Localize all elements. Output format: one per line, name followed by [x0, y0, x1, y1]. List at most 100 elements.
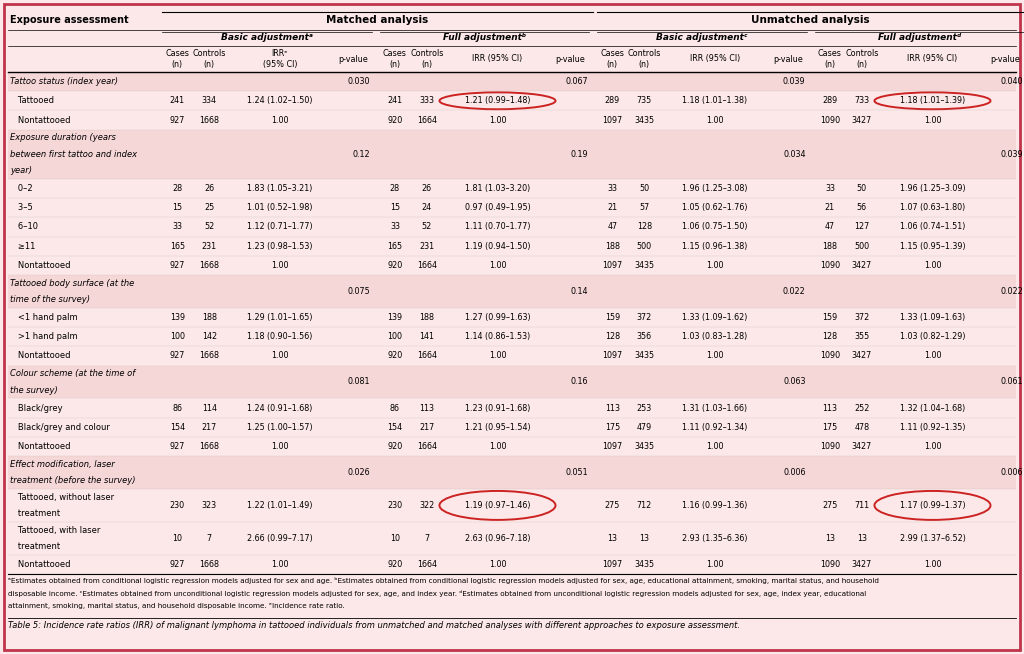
Text: 0.081: 0.081: [348, 377, 371, 387]
Text: 275: 275: [822, 501, 838, 510]
Text: 26: 26: [205, 184, 214, 193]
Text: 230: 230: [387, 501, 402, 510]
Text: 1.00: 1.00: [271, 116, 289, 124]
Text: 0.067: 0.067: [565, 77, 588, 86]
Text: 1.27 (0.99–1.63): 1.27 (0.99–1.63): [465, 313, 530, 322]
Text: 139: 139: [170, 313, 185, 322]
Text: 13: 13: [639, 534, 649, 543]
Text: ≥11: ≥11: [10, 242, 36, 250]
Text: 175: 175: [822, 422, 838, 432]
Text: 927: 927: [170, 560, 185, 569]
Text: 1.00: 1.00: [707, 560, 724, 569]
Text: 1.00: 1.00: [271, 442, 289, 451]
Text: Nontattooed: Nontattooed: [10, 261, 71, 270]
Bar: [8, 366, 1016, 398]
Text: 333: 333: [420, 96, 434, 105]
Text: Controls
(n): Controls (n): [193, 49, 226, 69]
Text: 322: 322: [419, 501, 434, 510]
Text: 1.00: 1.00: [488, 261, 506, 270]
Text: 25: 25: [205, 203, 215, 213]
Text: 241: 241: [387, 96, 402, 105]
Text: 920: 920: [387, 351, 402, 360]
Text: 1.11 (0.70–1.77): 1.11 (0.70–1.77): [465, 222, 530, 232]
Text: 1.05 (0.62–1.76): 1.05 (0.62–1.76): [682, 203, 748, 213]
Text: 7: 7: [424, 534, 429, 543]
Text: 0.16: 0.16: [570, 377, 588, 387]
Text: 1.00: 1.00: [924, 442, 941, 451]
Text: 1668: 1668: [200, 116, 219, 124]
Text: 13: 13: [607, 534, 617, 543]
Text: 28: 28: [172, 184, 182, 193]
Text: 1097: 1097: [602, 560, 623, 569]
Text: 1668: 1668: [200, 351, 219, 360]
Text: 1.11 (0.92–1.35): 1.11 (0.92–1.35): [900, 422, 966, 432]
Text: 334: 334: [202, 96, 217, 105]
Text: p-value: p-value: [990, 54, 1020, 63]
Text: Tattoo status (index year): Tattoo status (index year): [10, 77, 118, 86]
Text: 0.022: 0.022: [1000, 287, 1023, 296]
Text: 1090: 1090: [820, 351, 840, 360]
Text: 47: 47: [607, 222, 617, 232]
Text: 1.18 (1.01–1.38): 1.18 (1.01–1.38): [682, 96, 748, 105]
Text: 1.31 (1.03–1.66): 1.31 (1.03–1.66): [682, 404, 748, 413]
Text: p-value: p-value: [338, 54, 368, 63]
Text: 1.24 (0.91–1.68): 1.24 (0.91–1.68): [247, 404, 312, 413]
Text: 372: 372: [637, 313, 652, 322]
Text: 100: 100: [170, 332, 185, 341]
Text: 1097: 1097: [602, 351, 623, 360]
Text: 142: 142: [202, 332, 217, 341]
Text: Matched analysis: Matched analysis: [327, 15, 429, 25]
Text: 154: 154: [387, 422, 402, 432]
Bar: [8, 275, 1016, 308]
Text: Exposure assessment: Exposure assessment: [10, 15, 129, 25]
Text: Tattooed body surface (at the: Tattooed body surface (at the: [10, 279, 134, 288]
Text: IRR (95% CI): IRR (95% CI): [690, 54, 740, 63]
Text: 1.81 (1.03–3.20): 1.81 (1.03–3.20): [465, 184, 530, 193]
Text: 21: 21: [607, 203, 617, 213]
Text: 1.12 (0.71–1.77): 1.12 (0.71–1.77): [247, 222, 312, 232]
Text: Tattooed, without laser: Tattooed, without laser: [10, 492, 114, 502]
Text: 24: 24: [422, 203, 432, 213]
Text: 920: 920: [387, 560, 402, 569]
Text: 1.32 (1.04–1.68): 1.32 (1.04–1.68): [900, 404, 965, 413]
Text: 56: 56: [857, 203, 867, 213]
Text: Full adjustmentᵈ: Full adjustmentᵈ: [878, 33, 961, 43]
Text: 275: 275: [605, 501, 621, 510]
Text: 86: 86: [390, 404, 400, 413]
Text: 2.66 (0.99–7.17): 2.66 (0.99–7.17): [247, 534, 313, 543]
Text: 50: 50: [857, 184, 867, 193]
Text: 2.93 (1.35–6.36): 2.93 (1.35–6.36): [682, 534, 748, 543]
Text: 113: 113: [605, 404, 620, 413]
Text: 0.006: 0.006: [1000, 468, 1023, 477]
Text: 141: 141: [420, 332, 434, 341]
Text: 0.19: 0.19: [570, 150, 588, 159]
Text: 1.19 (0.97–1.46): 1.19 (0.97–1.46): [465, 501, 530, 510]
Text: 1.15 (0.96–1.38): 1.15 (0.96–1.38): [682, 242, 748, 250]
Bar: [8, 129, 1016, 179]
Text: Tattooed: Tattooed: [10, 96, 54, 105]
Text: 253: 253: [637, 404, 652, 413]
Text: Controls
(n): Controls (n): [411, 49, 443, 69]
Text: Tattooed, with laser: Tattooed, with laser: [10, 526, 100, 534]
Text: 0.039: 0.039: [1000, 150, 1023, 159]
Text: 241: 241: [170, 96, 185, 105]
Text: 1.15 (0.95–1.39): 1.15 (0.95–1.39): [900, 242, 966, 250]
Text: 500: 500: [854, 242, 869, 250]
Text: Colour scheme (at the time of: Colour scheme (at the time of: [10, 370, 135, 378]
Text: 165: 165: [170, 242, 185, 250]
Text: 356: 356: [637, 332, 652, 341]
Text: Cases
(n): Cases (n): [166, 49, 189, 69]
Text: 1.00: 1.00: [924, 560, 941, 569]
Text: 1.11 (0.92–1.34): 1.11 (0.92–1.34): [682, 422, 748, 432]
Text: 13: 13: [825, 534, 835, 543]
Text: 0.022: 0.022: [782, 287, 806, 296]
Text: Exposure duration (years: Exposure duration (years: [10, 133, 116, 143]
Text: IRR (95% CI): IRR (95% CI): [907, 54, 957, 63]
Text: 1.96 (1.25–3.09): 1.96 (1.25–3.09): [900, 184, 966, 193]
Text: 217: 217: [202, 422, 217, 432]
Text: 1090: 1090: [820, 261, 840, 270]
Text: 927: 927: [170, 261, 185, 270]
Text: 0.006: 0.006: [783, 468, 806, 477]
Text: Black/grey and colour: Black/grey and colour: [10, 422, 110, 432]
Text: 372: 372: [854, 313, 869, 322]
